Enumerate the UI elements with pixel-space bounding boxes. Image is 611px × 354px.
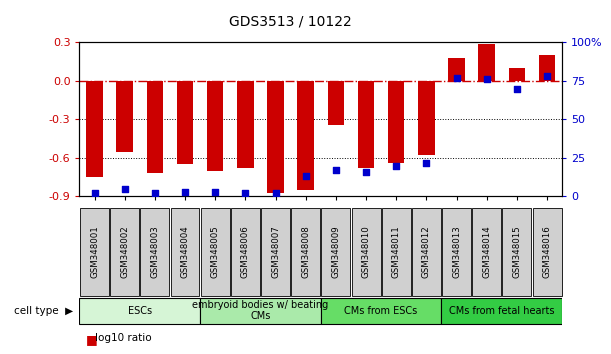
Point xyxy=(90,190,100,196)
Bar xyxy=(508,68,525,81)
Bar xyxy=(237,81,254,168)
Bar xyxy=(231,209,260,296)
Point xyxy=(271,190,280,196)
Text: GSM348012: GSM348012 xyxy=(422,225,431,278)
Bar xyxy=(327,81,344,125)
Text: GSM348004: GSM348004 xyxy=(180,225,189,278)
Text: GSM348006: GSM348006 xyxy=(241,225,250,278)
Text: GSM348015: GSM348015 xyxy=(513,225,521,278)
Bar xyxy=(442,298,562,324)
Text: GSM348010: GSM348010 xyxy=(362,225,370,278)
Bar xyxy=(80,209,109,296)
Text: GSM348013: GSM348013 xyxy=(452,225,461,278)
Text: GSM348008: GSM348008 xyxy=(301,225,310,278)
Bar xyxy=(418,81,434,155)
Bar xyxy=(478,44,495,81)
Bar xyxy=(442,209,471,296)
Point xyxy=(150,190,159,196)
Point xyxy=(180,189,190,195)
Bar xyxy=(110,209,139,296)
Bar xyxy=(412,209,441,296)
Bar xyxy=(267,81,284,193)
Text: GSM348014: GSM348014 xyxy=(482,225,491,278)
Point xyxy=(361,169,371,175)
Point xyxy=(482,76,492,82)
Text: GSM348003: GSM348003 xyxy=(150,225,159,278)
Point xyxy=(210,189,220,195)
Text: ESCs: ESCs xyxy=(128,306,152,316)
Bar xyxy=(382,209,411,296)
Point xyxy=(331,167,341,173)
Bar xyxy=(261,209,290,296)
Text: GSM348009: GSM348009 xyxy=(331,225,340,278)
Point xyxy=(241,190,251,196)
Bar xyxy=(321,209,350,296)
Text: GSM348005: GSM348005 xyxy=(211,225,220,278)
Text: CMs from fetal hearts: CMs from fetal hearts xyxy=(449,306,555,316)
Bar xyxy=(472,209,501,296)
Text: GSM348007: GSM348007 xyxy=(271,225,280,278)
Point xyxy=(512,86,522,92)
Bar xyxy=(502,209,532,296)
Text: GSM348001: GSM348001 xyxy=(90,225,99,278)
Bar xyxy=(116,81,133,152)
Point xyxy=(301,173,310,179)
Point xyxy=(452,75,461,81)
Point xyxy=(422,160,431,165)
Bar xyxy=(141,209,169,296)
Bar xyxy=(200,209,230,296)
Bar xyxy=(147,81,163,173)
Bar xyxy=(533,209,562,296)
Bar xyxy=(170,209,200,296)
Point xyxy=(542,74,552,79)
Text: GSM348011: GSM348011 xyxy=(392,225,401,278)
Bar xyxy=(321,298,442,324)
Bar xyxy=(200,298,321,324)
Bar xyxy=(448,58,465,81)
Point xyxy=(391,163,401,169)
Text: ■: ■ xyxy=(86,333,97,346)
Bar xyxy=(539,55,555,81)
Point xyxy=(120,186,130,192)
Text: cell type  ▶: cell type ▶ xyxy=(14,306,73,316)
Bar xyxy=(291,209,320,296)
Text: GDS3513 / 10122: GDS3513 / 10122 xyxy=(229,14,351,28)
Text: GSM348002: GSM348002 xyxy=(120,225,129,278)
Text: CMs from ESCs: CMs from ESCs xyxy=(345,306,418,316)
Bar xyxy=(207,81,224,171)
Bar xyxy=(351,209,381,296)
Text: GSM348016: GSM348016 xyxy=(543,225,552,278)
Bar xyxy=(177,81,193,164)
Bar xyxy=(357,81,375,168)
Bar xyxy=(388,81,404,163)
Bar xyxy=(79,298,200,324)
Bar xyxy=(86,81,103,177)
Text: embryoid bodies w/ beating
CMs: embryoid bodies w/ beating CMs xyxy=(192,300,329,321)
Text: log10 ratio: log10 ratio xyxy=(95,333,152,343)
Bar xyxy=(298,81,314,190)
